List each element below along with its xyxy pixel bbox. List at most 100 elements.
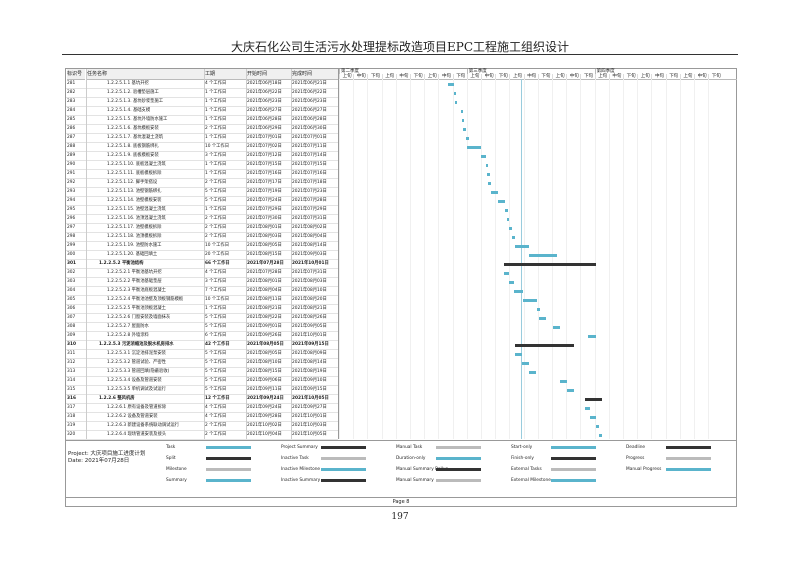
summary-bar	[503, 262, 596, 266]
project-name: Project: 大庆项目施工进度计划	[68, 451, 146, 457]
table-row: 316 1.2.2.6 整风机房 12 个工作日 2021年09月24日 2021年10…	[66, 395, 338, 405]
task-finish: 2021年07月01日	[292, 135, 327, 140]
timescale-sub: 下旬	[367, 74, 382, 79]
grid-line	[637, 79, 639, 439]
task-duration: 1 个工作日	[205, 135, 227, 140]
task-id: 297	[67, 225, 76, 230]
task-id: 299	[67, 243, 76, 248]
task-finish: 2021年07月31日	[292, 270, 327, 275]
task-id: 283	[67, 99, 76, 104]
task-name: 1.2.2.5.2.6 门窗安装及墙面抹灰	[107, 315, 171, 320]
task-finish: 2021年08月19日	[292, 369, 327, 374]
timescale-sub: 上旬	[424, 74, 439, 79]
task-id: 303	[67, 279, 76, 284]
task-duration: 1 个工作日	[205, 162, 227, 167]
header-name: 任务名称	[87, 69, 205, 80]
legend-symbol	[436, 446, 481, 449]
legend-symbol	[206, 457, 251, 460]
task-name: 1.2.2.5.1.19. 池壁防水施工	[107, 243, 162, 248]
task-bar	[595, 424, 599, 428]
task-duration: 5 个工作日	[205, 351, 227, 356]
task-duration: 2 个工作日	[205, 180, 227, 185]
timescale-sub: 中旬	[523, 74, 539, 79]
table-row: 293 1.2.2.5.1.13. 池壁钢筋绑扎 5 个工作日 2021年07月19日…	[66, 188, 338, 198]
task-start: 2021年07月19日	[247, 189, 282, 194]
task-name: 1.2.2.5.1.13. 池壁钢筋绑扎	[107, 189, 162, 194]
task-finish: 2021年08月20日	[292, 297, 327, 302]
col-divider	[86, 69, 87, 439]
timescale-sub: 下旬	[708, 74, 723, 79]
table-row: 289 1.2.2.5.1.9. 底板模板安装 3 个工作日 2021年07月12日 2…	[66, 152, 338, 162]
table-row: 290 1.2.2.5.1.10. 底板混凝土浇筑 1 个工作日 2021年07月15…	[66, 161, 338, 171]
task-id: 288	[67, 144, 76, 149]
legend-label: Task	[166, 445, 176, 450]
task-id: 309	[67, 333, 76, 338]
task-finish: 2021年09月03日	[292, 252, 327, 257]
table-row: 281 1.2.2.5.1.1 基坑开挖 4 个工作日 2021年06月18日 2021…	[66, 80, 338, 90]
legend-label: Split	[166, 456, 176, 461]
task-finish: 2021年09月27日	[292, 405, 327, 410]
timescale-period: 第二季度	[339, 69, 468, 74]
task-duration: 10 个工作日	[205, 243, 230, 248]
task-name: 1.2.2.5.1.6. 基坑模板安装	[107, 126, 159, 131]
task-duration: 5 个工作日	[205, 378, 227, 383]
task-id: 308	[67, 324, 76, 329]
task-name: 1.2.2.5.1.17. 池壁模板拆除	[107, 225, 162, 230]
task-name: 1.2.2.5.3.1 沉淀池排泥泵安装	[107, 351, 166, 356]
task-name: 1.2.2.5.2.1 平衡池基坑开挖	[107, 270, 162, 275]
task-name: 1.2.2.5.2.5 平衡池顶板混凝土	[107, 306, 166, 311]
task-bar	[460, 109, 463, 113]
task-start: 2021年07月28日	[247, 270, 282, 275]
table-row: 315 1.2.2.5.3.5 单机调试及试运行 5 个工作日 2021年09月11日…	[66, 386, 338, 396]
legend-symbol	[206, 468, 251, 471]
task-name: 1.2.2.5.3.2 管道试验、严密性	[107, 360, 166, 365]
header-rule	[62, 54, 738, 55]
task-duration: 4 个工作日	[205, 405, 227, 410]
legend-label: Duration-only	[396, 456, 426, 461]
task-finish: 2021年09月15日	[292, 342, 329, 347]
task-finish: 2021年08月26日	[292, 315, 327, 320]
header-start: 开始时间	[247, 69, 292, 80]
task-finish: 2021年07月29日	[292, 207, 327, 212]
task-finish: 2021年10月05日	[292, 396, 329, 401]
task-name: 1.2.2.5.1.10. 底板混凝土浇筑	[107, 162, 166, 167]
task-duration: 6 个工作日	[205, 333, 227, 338]
task-id: 285	[67, 117, 76, 122]
grid-line	[708, 79, 710, 439]
table-row: 301 1.2.2.5.2 平衡池结构 66 个工作日 2021年07月28日 2021…	[66, 260, 338, 270]
task-finish: 2021年07月16日	[292, 171, 327, 176]
task-start: 2021年08月15日	[247, 369, 282, 374]
table-row: 297 1.2.2.5.1.17. 池壁模板拆除 2 个工作日 2021年08月01日…	[66, 224, 338, 234]
timescale-sub: 上旬	[552, 74, 567, 79]
gantt-chart: 第二季度 第三季度 第四季度 上旬 中旬 下旬 上旬 中旬 下旬 上旬 中旬 下旬 上旬 中旬 下旬 上旬中…	[338, 69, 737, 439]
task-bar	[487, 172, 490, 176]
header-duration: 工期	[205, 69, 247, 80]
task-name: 1.2.2.5.1.3. 基坑砂浆垫施工	[107, 99, 164, 104]
legend-symbol	[666, 468, 711, 471]
task-finish: 2021年08月21日	[292, 306, 327, 311]
task-start: 2021年09月01日	[247, 324, 282, 329]
legend-label: Manual Summary	[396, 478, 434, 483]
task-start: 2021年09月11日	[247, 387, 282, 392]
task-bar	[488, 181, 492, 185]
task-table: 标识号 任务名称 工期 开始时间 完成时间 281 1.2.2.5.1.1 基坑开…	[66, 69, 338, 441]
table-row: 318 1.2.2.6.2 设备及管道安装 4 个工作日 2021年09月28日 202…	[66, 413, 338, 423]
grid-line	[481, 79, 482, 439]
grid-line	[438, 79, 440, 439]
page-label: Page 8	[66, 497, 736, 507]
grid-line	[395, 79, 397, 439]
task-duration: 5 个工作日	[205, 369, 227, 374]
timescale-periods: 第二季度 第三季度 第四季度	[339, 69, 737, 74]
task-id: 306	[67, 306, 76, 311]
legend-symbol	[551, 479, 596, 482]
task-duration: 1 个工作日	[205, 207, 227, 212]
legend-symbol	[666, 457, 711, 460]
task-name: 1.2.2.6 整风机房	[99, 396, 135, 401]
task-start: 2021年08月04日	[247, 288, 282, 293]
task-bar	[467, 145, 482, 149]
task-duration: 4 个工作日	[205, 81, 227, 86]
legend-label: Manual Progress	[626, 467, 662, 472]
task-finish: 2021年08月14日	[292, 243, 327, 248]
table-row: 291 1.2.2.5.1.11. 底板模板拆除 1 个工作日 2021年07月16日…	[66, 170, 338, 180]
task-bar	[512, 235, 515, 239]
